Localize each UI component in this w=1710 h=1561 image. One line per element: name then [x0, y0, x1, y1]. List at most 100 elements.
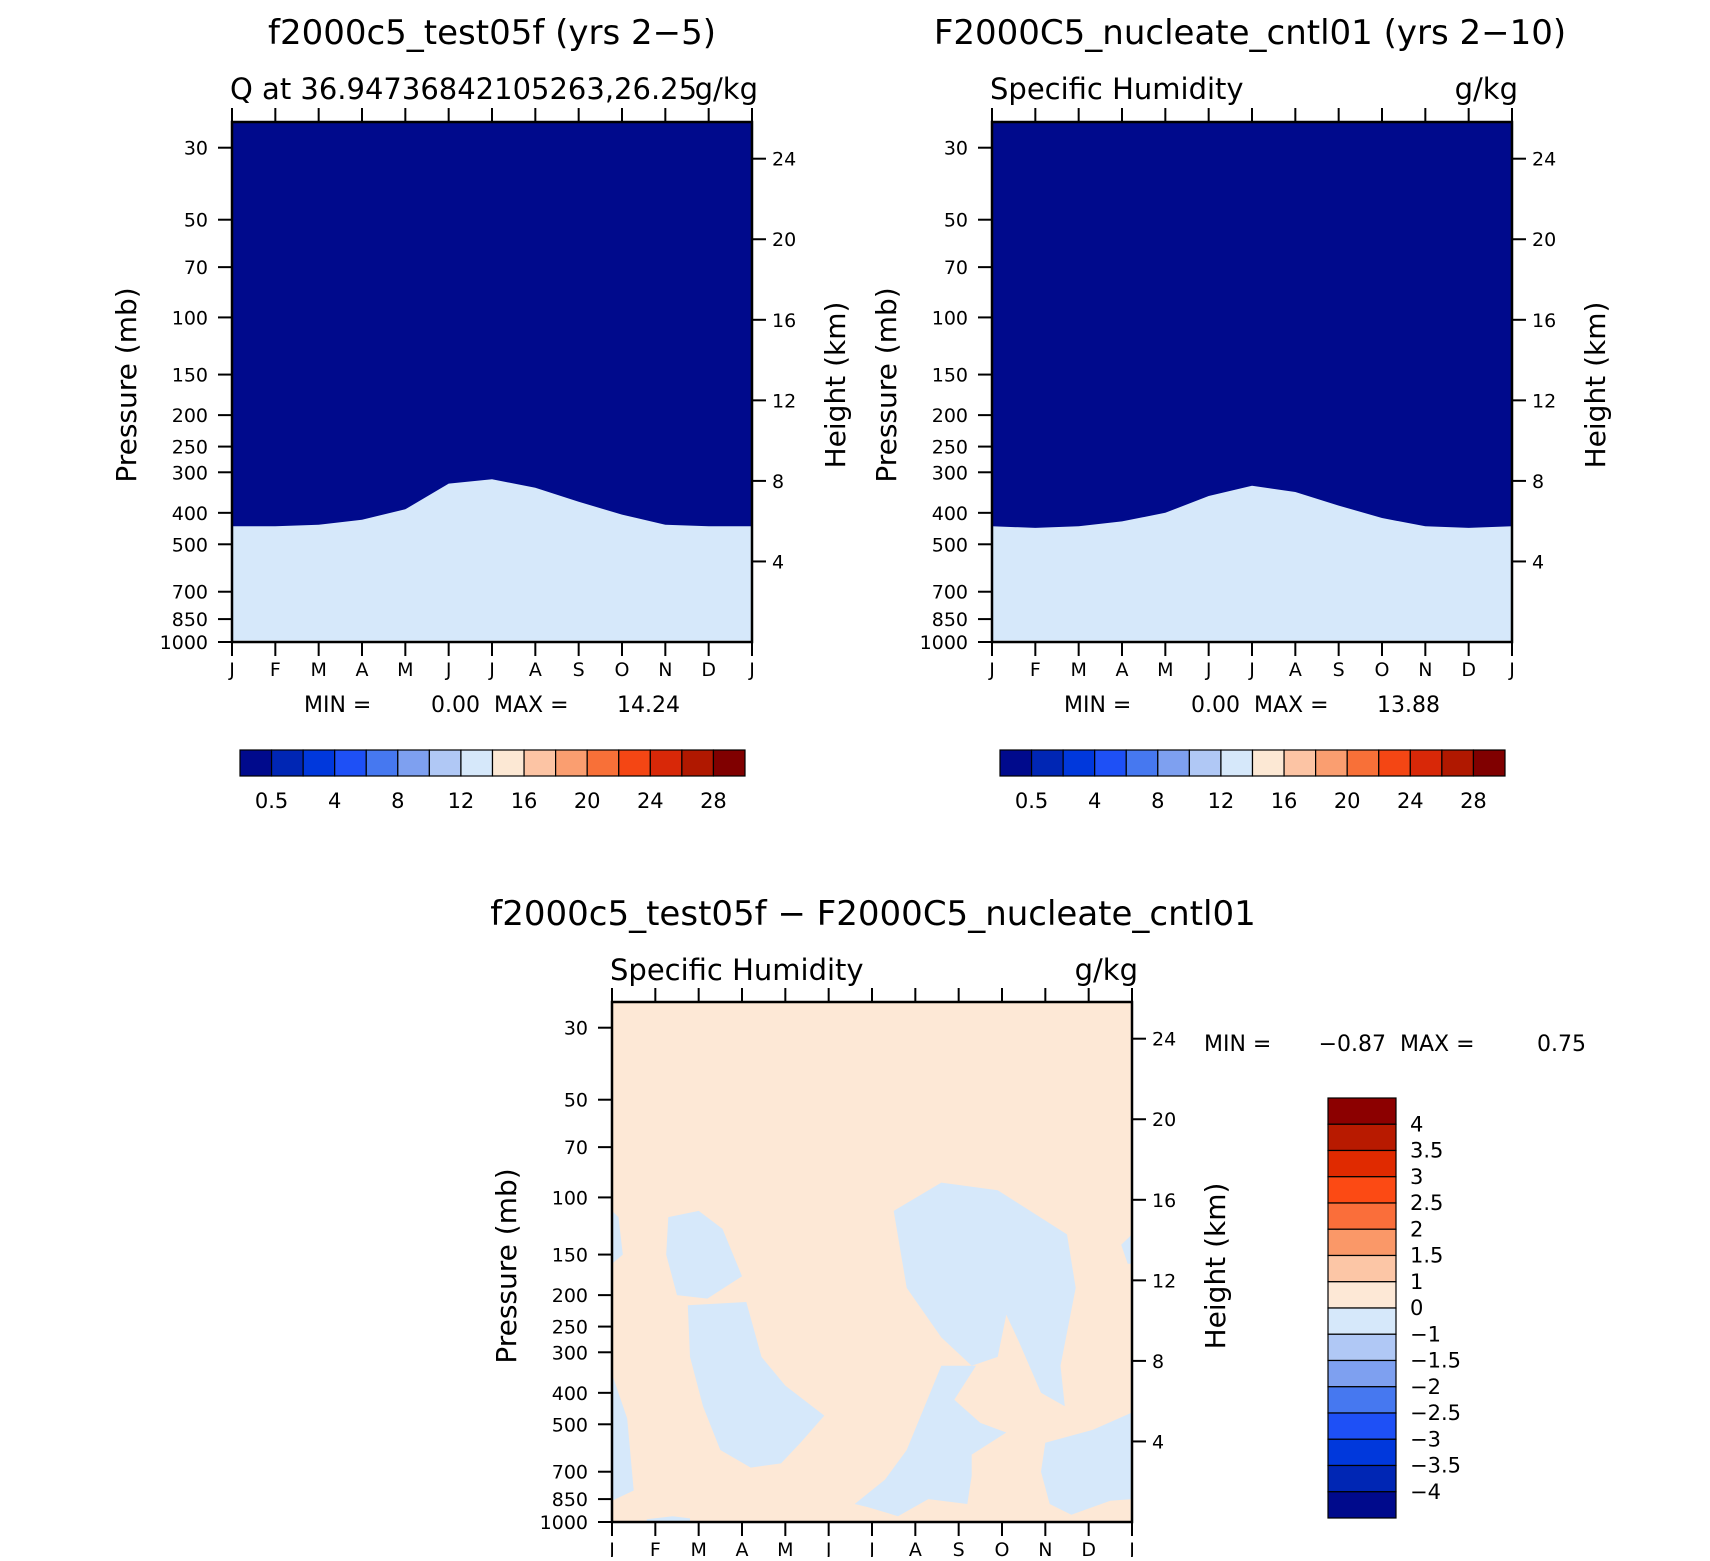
y-tick-label: 30	[184, 138, 208, 160]
colorbar-swatch	[712, 749, 746, 777]
y-tick-label: 50	[944, 210, 968, 232]
y-tick-label: 850	[172, 609, 208, 631]
colorbar-label: 1.5	[1410, 1244, 1443, 1268]
colorbar-label: 4	[328, 789, 341, 813]
y-tick-label: 200	[932, 405, 968, 427]
x-tick-label: M	[690, 1539, 706, 1557]
panel-b-colorbar: 0.5 4 8 12 16 20 24 28	[999, 749, 1506, 813]
y-tick-label: 1000	[160, 632, 208, 654]
panel-a-ylabel-right: Height (km)	[819, 302, 852, 469]
y2-tick-label: 20	[772, 229, 796, 251]
colorbar-swatch	[1327, 1176, 1397, 1204]
panel-c-max-label: MAX =	[1400, 1032, 1475, 1057]
y-tick-label: 250	[172, 437, 208, 459]
x-tick-label: S	[573, 659, 585, 681]
colorbar-label: −3	[1410, 1427, 1441, 1451]
x-tick-label: D	[1081, 1539, 1096, 1557]
colorbar-swatch	[1327, 1149, 1397, 1178]
colorbar-swatch	[1283, 749, 1317, 777]
panel-c-max-value: 0.75	[1537, 1032, 1586, 1057]
colorbar-label: 8	[1151, 789, 1164, 813]
y2-tick-label: 20	[1532, 229, 1556, 251]
y-tick-label: 400	[932, 503, 968, 525]
colorbar-swatch	[334, 749, 367, 777]
x-tick-label: O	[995, 1539, 1010, 1557]
colorbar-label: 2.5	[1410, 1191, 1443, 1215]
y-tick-label: 700	[172, 582, 208, 604]
colorbar-label: −4	[1410, 1480, 1441, 1504]
panel-a-title: f2000c5_test05f (yrs 2−5)	[268, 13, 716, 53]
x-tick-label: D	[701, 659, 716, 681]
y-tick-label: 700	[932, 582, 968, 604]
colorbar-label: 3	[1410, 1165, 1423, 1189]
x-tick-label: N	[1418, 659, 1432, 681]
colorbar-label: −2	[1410, 1375, 1441, 1399]
y-tick-label: 70	[184, 257, 208, 279]
colorbar-swatch	[1441, 749, 1475, 777]
colorbar-swatch	[1220, 749, 1254, 777]
panel-a-units: g/kg	[695, 72, 758, 106]
colorbar-label: 12	[1208, 789, 1235, 813]
x-tick-label: M	[397, 659, 413, 681]
negative-region	[854, 1365, 1007, 1517]
y-tick-label: 250	[932, 437, 968, 459]
colorbar-swatch	[999, 749, 1033, 777]
y-tick-label: 500	[172, 534, 208, 556]
colorbar-label: 24	[637, 789, 664, 813]
colorbar-swatch	[270, 749, 304, 777]
y-tick-label: 850	[932, 609, 968, 631]
colorbar-swatch	[1327, 1491, 1397, 1519]
colorbar-label: 4	[1410, 1112, 1423, 1136]
x-tick-label: J	[1128, 1539, 1135, 1557]
panel-a-max-label: MAX =	[494, 693, 569, 718]
colorbar-swatch	[523, 749, 557, 777]
panel-b-ylabel-right: Height (km)	[1579, 302, 1612, 469]
negative-region	[666, 1210, 742, 1299]
panel-c-min-value: −0.87	[1319, 1032, 1386, 1057]
x-tick-label: M	[310, 659, 326, 681]
panel-c-colorbar: 4 3.532.52 1.510−1 −1.5−2−2.5−3 −3.5−4	[1327, 1097, 1461, 1519]
colorbar-label: −1	[1410, 1322, 1441, 1346]
colorbar-label: 28	[1460, 789, 1487, 813]
colorbar-label: 0.5	[255, 789, 288, 813]
y-tick-label: 300	[932, 462, 968, 484]
contour-band	[992, 485, 1512, 642]
x-tick-label: J	[445, 659, 452, 681]
x-tick-label: A	[1289, 659, 1302, 681]
panel-a-max-value: 14.24	[617, 693, 680, 718]
colorbar-swatch	[1315, 749, 1348, 777]
panel-c-ylabel-right: Height (km)	[1199, 1183, 1232, 1350]
panel-b-max-value: 13.88	[1377, 693, 1440, 718]
y-tick-label: 250	[552, 1317, 588, 1339]
x-tick-label: F	[650, 1539, 661, 1557]
y-tick-label: 150	[932, 365, 968, 387]
y-tick-label: 200	[172, 405, 208, 427]
panel-a-subtitle: Q at 36.94736842105263,26.25	[230, 72, 697, 106]
y2-tick-label: 20	[1152, 1109, 1176, 1131]
panel-a-min-value: 0.00	[431, 693, 480, 718]
x-tick-label: S	[953, 1539, 965, 1557]
x-tick-label: J	[748, 659, 755, 681]
contour-band	[232, 479, 752, 642]
colorbar-label: 8	[391, 789, 404, 813]
panel-c-ylabel: Pressure (mb)	[490, 1168, 523, 1363]
panel-b-units: g/kg	[1455, 72, 1518, 106]
x-tick-label: J	[228, 659, 235, 681]
colorbar-swatch	[1062, 749, 1096, 777]
y2-tick-label: 8	[1152, 1351, 1164, 1373]
y-tick-label: 150	[552, 1245, 588, 1267]
panel-b-plot: J F M A M J J A S O N D J 30 50 70 100 150 200 250 300 400 500…	[920, 108, 1556, 681]
y-tick-label: 200	[552, 1285, 588, 1307]
y2-tick-label: 12	[1152, 1270, 1176, 1292]
y-tick-label: 30	[564, 1018, 588, 1040]
x-tick-label: A	[1116, 659, 1129, 681]
x-tick-label: J	[1248, 659, 1255, 681]
x-tick-label: N	[658, 659, 672, 681]
colorbar-swatch	[1188, 749, 1222, 777]
colorbar-label: 1	[1410, 1270, 1423, 1294]
panel-a-min-label: MIN =	[304, 693, 371, 718]
colorbar-label: 12	[448, 789, 475, 813]
negative-region	[1121, 1234, 1132, 1264]
y2-tick-label: 24	[1532, 149, 1556, 171]
colorbar-swatch	[491, 749, 525, 777]
